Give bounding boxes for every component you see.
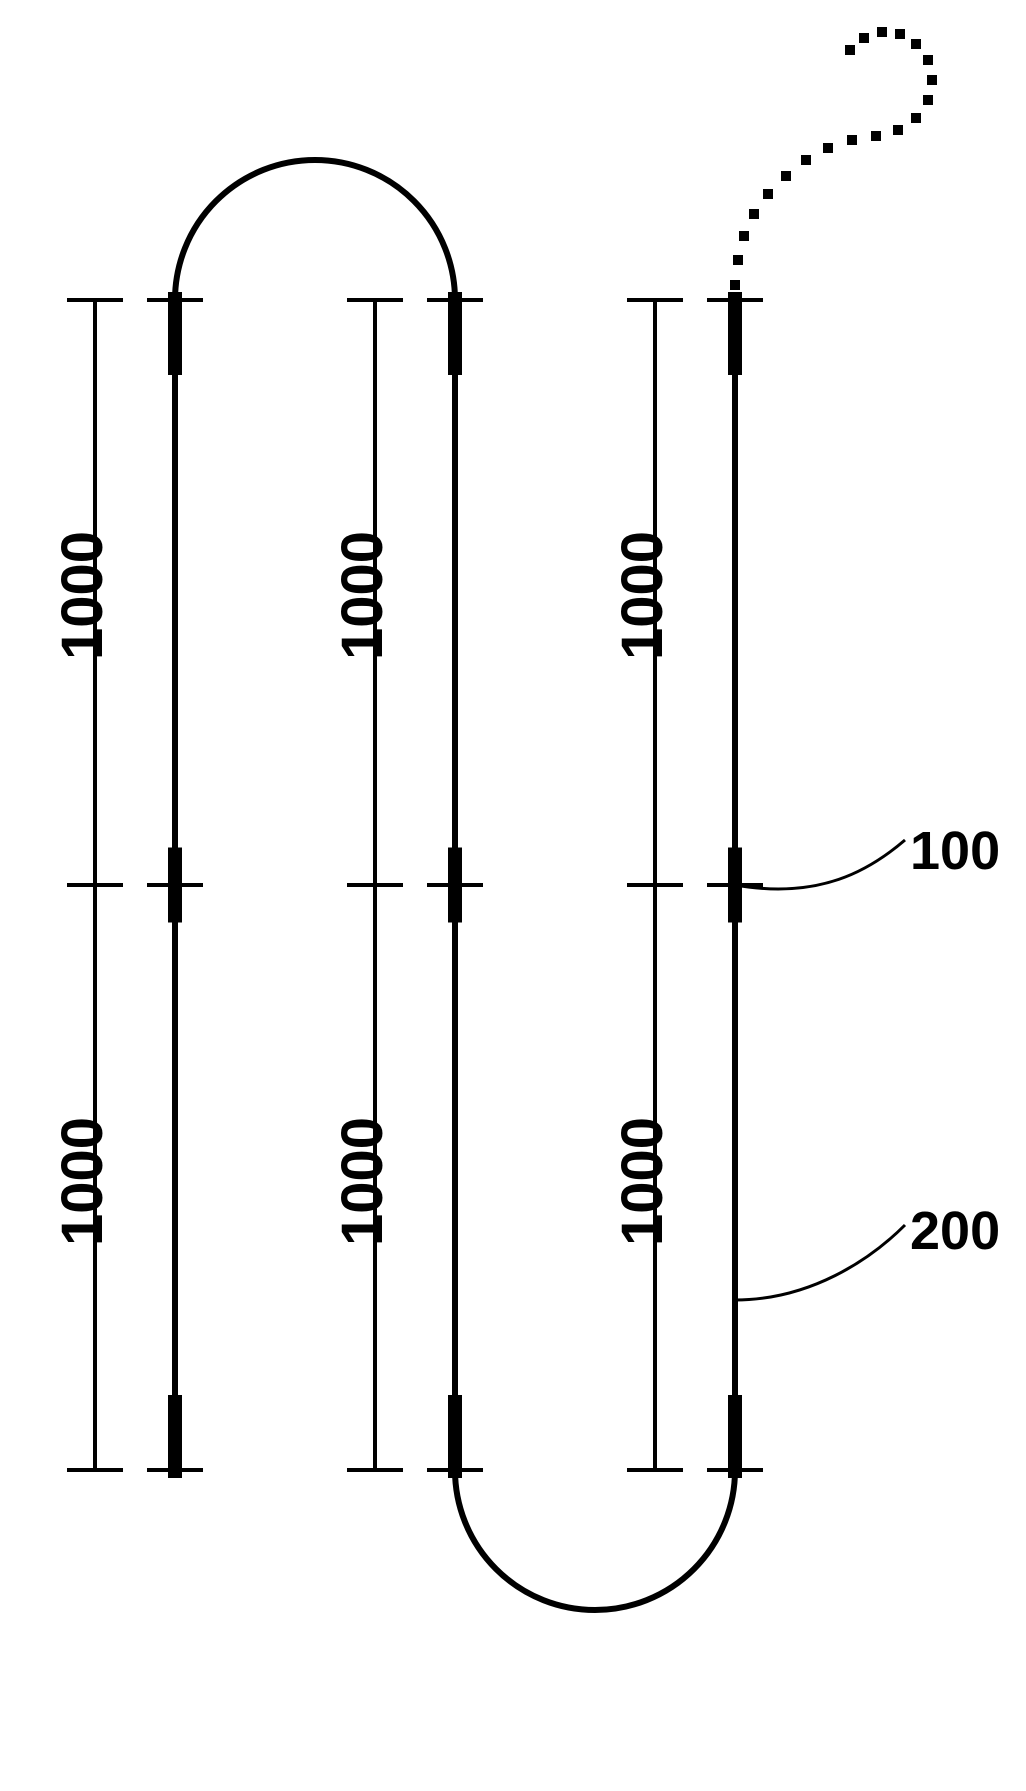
callout-leader bbox=[735, 840, 905, 889]
dim-label-col1-span0: 1000 bbox=[329, 531, 396, 660]
dotted-tail-dot bbox=[823, 143, 833, 153]
dotted-tail-dot bbox=[730, 280, 740, 290]
callout-label-100: 100 bbox=[910, 820, 1000, 882]
dotted-tail-dot bbox=[801, 155, 811, 165]
callout-leader bbox=[735, 1225, 905, 1300]
dotted-tail-dot bbox=[781, 171, 791, 181]
dotted-tail-dot bbox=[739, 231, 749, 241]
dim-label-col2-span1: 1000 bbox=[609, 1117, 676, 1246]
dotted-tail-dot bbox=[845, 45, 855, 55]
dotted-tail-dot bbox=[893, 125, 903, 135]
diagram-svg bbox=[0, 0, 1026, 1791]
dim-label-col0-span0: 1000 bbox=[49, 531, 116, 660]
dotted-tail-dot bbox=[923, 55, 933, 65]
dotted-tail-dot bbox=[911, 39, 921, 49]
dotted-tail-dot bbox=[877, 27, 887, 37]
dotted-tail-dot bbox=[923, 95, 933, 105]
dotted-tail-dot bbox=[927, 75, 937, 85]
dim-label-col2-span0: 1000 bbox=[609, 531, 676, 660]
dim-label-col1-span1: 1000 bbox=[329, 1117, 396, 1246]
diagram-canvas: 1000 1000 1000 1000 1000 1000 100 200 bbox=[0, 0, 1026, 1791]
dotted-tail-dot bbox=[895, 29, 905, 39]
dotted-tail-dot bbox=[911, 113, 921, 123]
dotted-tail-dot bbox=[749, 209, 759, 219]
dotted-tail-dot bbox=[859, 33, 869, 43]
dotted-tail-dot bbox=[847, 135, 857, 145]
dotted-tail-dot bbox=[733, 255, 743, 265]
dotted-tail-dot bbox=[871, 131, 881, 141]
dim-label-col0-span1: 1000 bbox=[49, 1117, 116, 1246]
callout-label-200: 200 bbox=[910, 1200, 1000, 1262]
dotted-tail-dot bbox=[763, 189, 773, 199]
